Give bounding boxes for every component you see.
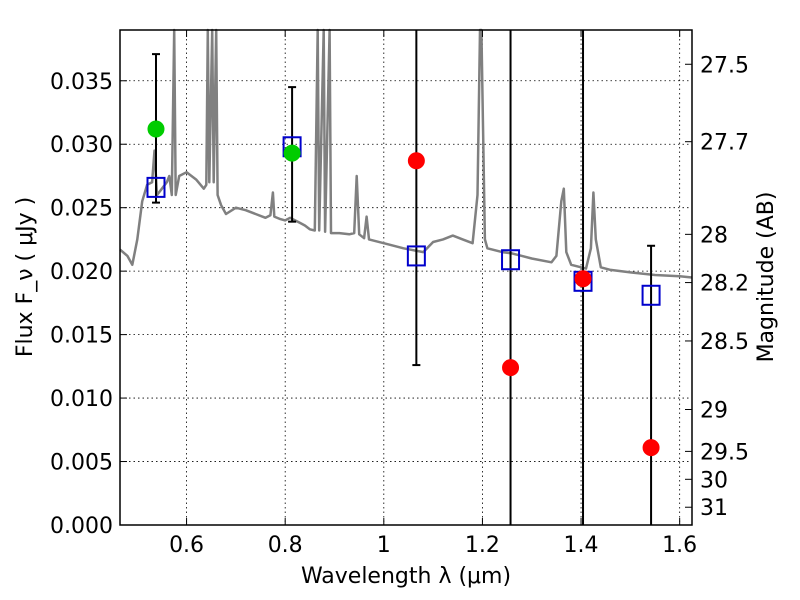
y-axis-title: Flux F_ν ( μJy ) <box>13 197 38 357</box>
x-tick-label: 1 <box>377 533 391 558</box>
y2-tick-label: 29.5 <box>700 440 749 465</box>
plot-frame <box>119 29 693 526</box>
y2-tick-label: 28 <box>700 223 728 248</box>
model-square-marker <box>641 284 661 306</box>
observed-point <box>642 439 660 457</box>
observed-point <box>574 270 592 288</box>
y-tick-label: 0.035 <box>50 70 113 95</box>
observed-point <box>502 359 520 377</box>
y-tick-label: 0.005 <box>50 451 113 476</box>
y2-tick-label: 28.5 <box>700 330 749 355</box>
y-tick-label: 0.020 <box>50 260 113 285</box>
x-tick-label: 1.2 <box>465 533 500 558</box>
observed-point <box>283 144 301 162</box>
y2-tick-label: 29 <box>700 399 728 424</box>
y2-tick-label: 28.2 <box>700 272 749 297</box>
model-square-marker <box>146 176 166 198</box>
observed-points-layer <box>147 120 660 457</box>
y2-tick-label: 27.7 <box>700 131 749 156</box>
y2-tick-label: 30 <box>700 468 728 493</box>
ticks: 0.6 0.8 1 1.2 1.4 1.6 0.000 0.005 0.010 0.015 0.02… <box>50 30 749 558</box>
y-tick-label: 0.015 <box>50 324 113 349</box>
y-tick-label: 0.010 <box>50 387 113 412</box>
x-tick-label: 1.4 <box>564 533 599 558</box>
y-tick-label: 0.025 <box>50 197 113 222</box>
observed-point <box>407 152 425 170</box>
x-tick-label: 0.8 <box>268 533 303 558</box>
model-square-marker <box>501 249 521 271</box>
y2-axis-title: Magnitude (AB) <box>754 192 779 363</box>
model-square-marker <box>406 245 426 267</box>
y-tick-label: 0.000 <box>50 514 113 539</box>
y2-tick-label: 31 <box>700 496 728 521</box>
x-tick-label: 0.6 <box>169 533 204 558</box>
y2-tick-label: 27.5 <box>700 53 749 78</box>
observed-point <box>147 120 165 138</box>
x-tick-label: 1.6 <box>662 533 697 558</box>
y-tick-label: 0.030 <box>50 133 113 158</box>
x-axis-title: Wavelength λ (μm) <box>301 564 511 589</box>
